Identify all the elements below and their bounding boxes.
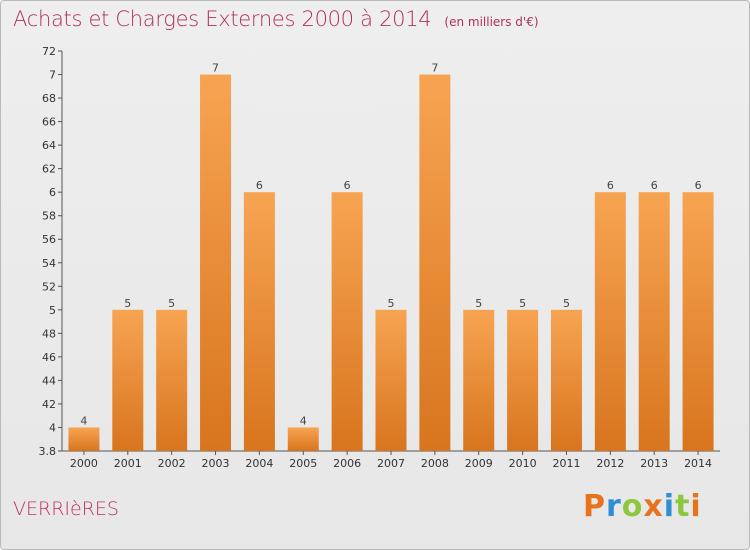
- x-tick-label: 2011: [552, 457, 580, 470]
- bar: [682, 192, 714, 452]
- x-tick-label: 2002: [158, 457, 186, 470]
- x-tick-label: 2007: [377, 457, 405, 470]
- y-tick-label: 62: [42, 163, 56, 176]
- data-label: 5: [475, 297, 482, 310]
- bar: [112, 309, 144, 451]
- logo-letter: x: [643, 489, 664, 524]
- y-tick-label: 72: [42, 45, 56, 58]
- y-tick-label: 66: [42, 116, 56, 129]
- data-label: 5: [388, 297, 395, 310]
- data-label: 6: [607, 179, 614, 192]
- x-tick-label: 2003: [202, 457, 230, 470]
- logo-letter: r: [606, 489, 622, 524]
- data-label: 6: [651, 179, 658, 192]
- data-label: 5: [124, 297, 131, 310]
- y-tick-label: 68: [42, 92, 56, 105]
- chart-subtitle: (en milliers d'€): [444, 15, 539, 29]
- data-label: 5: [563, 297, 570, 310]
- bar: [287, 427, 319, 451]
- y-tick-label: 54: [42, 257, 56, 270]
- y-tick-label: 7: [49, 69, 56, 82]
- y-tick-label: 48: [42, 327, 56, 340]
- bar: [507, 309, 539, 451]
- data-label: 7: [212, 62, 219, 75]
- title-block: Achats et Charges Externes 2000 à 2014 (…: [13, 7, 539, 31]
- bar: [200, 74, 232, 451]
- x-tick-label: 2009: [465, 457, 493, 470]
- data-labels-group: 4 5 5 7 6 4 6 5 7 5 5 5 6 6 6: [80, 62, 701, 428]
- data-label: 5: [519, 297, 526, 310]
- x-tick-label: 2006: [333, 457, 361, 470]
- proxiti-logo[interactable]: Proxiti: [583, 489, 702, 524]
- logo-letter: i: [663, 489, 676, 524]
- logo-letter: t: [675, 489, 691, 524]
- y-tick-label: 5: [49, 304, 56, 317]
- y-tick-label: 6: [49, 186, 56, 199]
- bar: [550, 309, 582, 451]
- y-tick-label: 42: [42, 398, 56, 411]
- bar: [68, 427, 100, 451]
- commune-name: VERRIèRES: [13, 498, 119, 520]
- x-tick-label: 2004: [245, 457, 273, 470]
- logo-letter: P: [583, 489, 606, 524]
- bar: [375, 309, 407, 451]
- data-label: 4: [300, 414, 307, 427]
- chart-title: Achats et Charges Externes 2000 à 2014: [13, 7, 432, 31]
- y-tick-label: 44: [42, 374, 56, 387]
- y-tick-label: 3.8: [39, 445, 57, 458]
- x-tick-label: 2001: [114, 457, 142, 470]
- y-tick-label: 64: [42, 139, 56, 152]
- bar: [638, 192, 670, 452]
- data-label: 7: [431, 62, 438, 75]
- x-tick-label: 2014: [684, 457, 712, 470]
- data-label: 6: [344, 179, 351, 192]
- logo-letter: o: [621, 489, 644, 524]
- logo-letter: i: [690, 489, 702, 524]
- bar: [156, 309, 188, 451]
- y-tick-label: 56: [42, 233, 56, 246]
- data-label: 6: [256, 179, 263, 192]
- x-tick-label: 2008: [421, 457, 449, 470]
- bar: [419, 74, 451, 451]
- bar: [463, 309, 495, 451]
- x-tick-label: 2005: [289, 457, 317, 470]
- bar: [243, 192, 275, 452]
- bars-group: [68, 74, 714, 452]
- x-tick-label: 2010: [509, 457, 537, 470]
- data-label: 4: [80, 414, 87, 427]
- data-label: 6: [695, 179, 702, 192]
- bar: [331, 192, 363, 452]
- bar: [594, 192, 626, 452]
- y-tick-label: 58: [42, 210, 56, 223]
- data-label: 5: [168, 297, 175, 310]
- y-tick-label: 46: [42, 351, 56, 364]
- x-tick-label: 2013: [640, 457, 668, 470]
- x-tick-label: 2000: [70, 457, 98, 470]
- x-tick-label: 2012: [596, 457, 624, 470]
- y-tick-label: 52: [42, 280, 56, 293]
- y-tick-label: 4: [49, 421, 56, 434]
